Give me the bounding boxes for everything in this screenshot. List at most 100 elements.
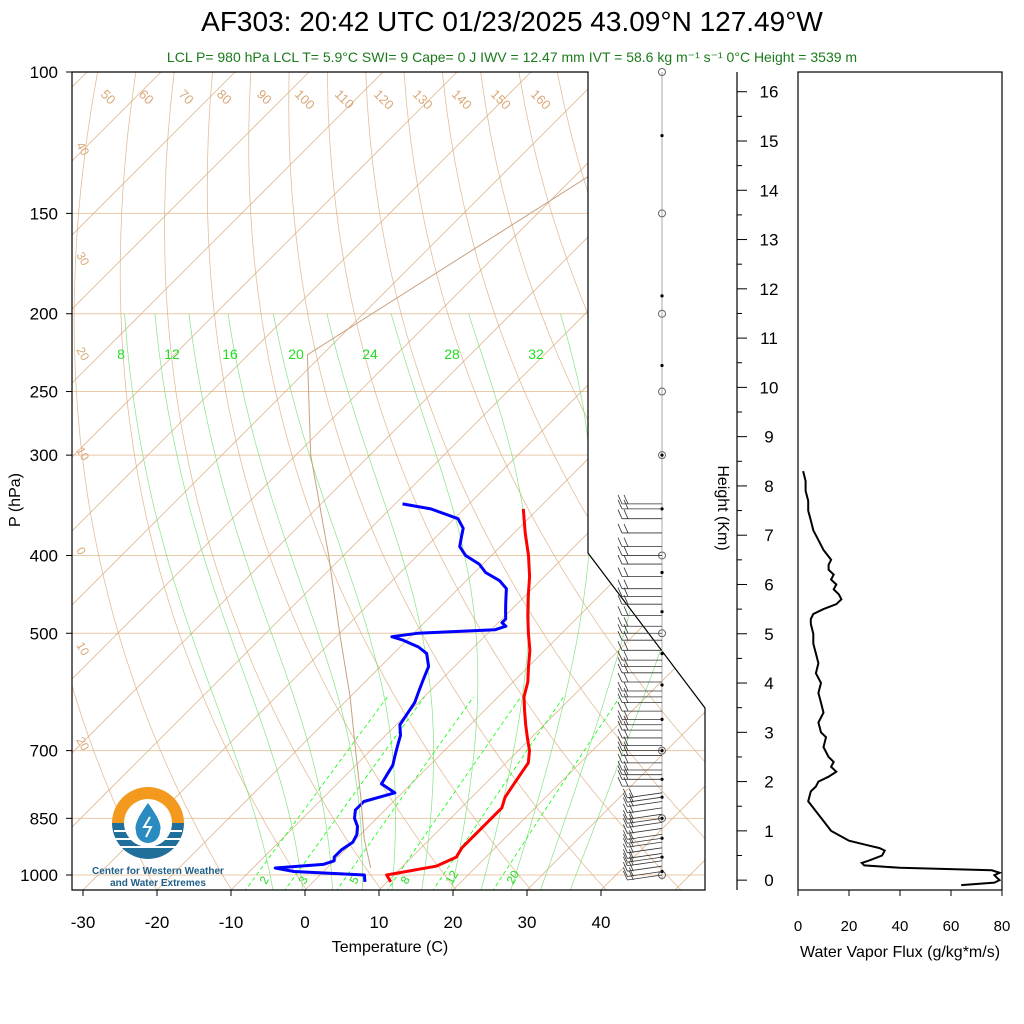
wind-barb-flag xyxy=(623,641,629,651)
wind-barb-flag xyxy=(617,776,623,787)
height-tick-label: 1 xyxy=(764,822,773,841)
theta-label: 160 xyxy=(528,87,554,113)
wind-barb xyxy=(617,641,662,651)
height-tick-label: 13 xyxy=(760,231,779,250)
wind-barb xyxy=(622,843,663,854)
wind-barb-flag xyxy=(623,776,629,787)
moist-adiabat-line xyxy=(326,313,434,890)
dry-adiabat-line xyxy=(633,72,705,890)
wind-barb xyxy=(617,741,662,752)
wind-barb-flag xyxy=(617,567,623,577)
isotherm-line xyxy=(72,72,180,890)
isotherm-label-left: 20 xyxy=(73,735,92,754)
wind-barb-flag xyxy=(622,834,628,844)
isotherm-line xyxy=(72,72,698,890)
height-tick-label: 3 xyxy=(764,723,773,742)
isotherm-line xyxy=(447,72,705,890)
dry-adiabat-line xyxy=(940,72,1024,895)
theta-label: 140 xyxy=(449,87,475,113)
calm-wind-circle xyxy=(658,68,666,76)
logo-drop xyxy=(135,803,161,843)
wind-barb-flag xyxy=(622,856,628,866)
wind-barb-flag xyxy=(622,814,628,824)
wind-barb xyxy=(617,606,662,616)
mixing-ratio-label: 24 xyxy=(362,346,378,362)
wind-barb-flag xyxy=(623,606,629,616)
dry-adiabat-line xyxy=(825,72,1024,895)
wind-barb-flag xyxy=(623,631,629,641)
wind-barb-flag xyxy=(617,710,623,720)
isotherm-line xyxy=(373,72,705,890)
wind-barb-flag xyxy=(623,499,629,510)
wind-barb-flag xyxy=(617,736,623,746)
dry-adiabat-line xyxy=(206,72,461,890)
dry-adiabat-line xyxy=(556,72,705,890)
wind-barb-flag xyxy=(628,810,634,820)
wind-barb-flag xyxy=(617,693,623,703)
height-tick-label: 12 xyxy=(760,280,779,299)
wind-barb-flag xyxy=(623,554,629,565)
wind-barb-flag xyxy=(623,741,629,751)
wind-barb-flag xyxy=(623,657,629,667)
isotherm-line xyxy=(72,72,402,890)
wind-barb-flag xyxy=(617,687,623,698)
wind-barb-flag xyxy=(623,701,629,712)
moist-adiabat-line xyxy=(154,313,304,890)
wind-barb-flag xyxy=(617,753,623,764)
mixing-ratio-line xyxy=(243,696,388,890)
isotherm-line xyxy=(72,72,550,890)
wind-barb-flag xyxy=(622,797,628,807)
mixing-ratio-line xyxy=(385,696,522,890)
isotherm-label: 20 xyxy=(587,253,615,281)
wind-barb-flag xyxy=(623,546,629,556)
wind-barb-flag xyxy=(628,788,634,798)
wind-barb-flag xyxy=(617,657,623,667)
wind-barb-flag xyxy=(628,793,634,803)
wind-barb-flag xyxy=(617,523,623,534)
wind-barb-flag xyxy=(617,663,623,673)
isotherm-line xyxy=(225,72,705,890)
wind-barb-flag xyxy=(617,672,623,683)
wind-barb-flag xyxy=(617,509,623,519)
flux-line xyxy=(802,470,1002,887)
wind-barb-flag xyxy=(617,631,623,641)
wind-barb xyxy=(617,554,662,565)
wind-barb xyxy=(617,650,662,661)
dewpoint-line xyxy=(273,502,508,883)
wind-barb-flag xyxy=(623,650,629,661)
wind-barb-flag xyxy=(617,587,623,597)
moist-adiabat-line xyxy=(390,313,479,890)
wind-barb-flag xyxy=(617,554,623,565)
moist-adiabat-line xyxy=(227,313,363,890)
parcel-line xyxy=(306,72,705,869)
dry-adiabat-line xyxy=(403,72,705,890)
x-tick-label: -30 xyxy=(71,913,96,932)
y-tick-label: 250 xyxy=(30,383,58,402)
wind-barb-flag xyxy=(623,523,629,534)
wind-barb xyxy=(617,567,662,577)
wind-barb-flag xyxy=(617,595,623,605)
dry-adiabat-line xyxy=(787,72,1024,895)
height-axis-label: Height (Km) xyxy=(714,465,731,550)
wind-barb-flag xyxy=(617,746,623,756)
dry-adiabat-line xyxy=(288,72,612,890)
logo-line-1: Center for Western Weather xyxy=(92,866,224,877)
isotherm-line xyxy=(595,72,705,890)
x-tick-label: 0 xyxy=(300,913,309,932)
wind-barb-flag xyxy=(617,546,623,556)
wind-barb xyxy=(617,681,662,692)
flux-x-axis-label: Water Vapor Flux (g/kg*m/s) xyxy=(800,944,1000,961)
wind-barb-flag xyxy=(617,624,623,634)
skewt-profiles xyxy=(273,72,705,883)
height-tick-label: 2 xyxy=(764,773,773,792)
height-tick-label: 9 xyxy=(764,428,773,447)
wind-barb-flag xyxy=(622,788,628,798)
wind-barb xyxy=(617,701,662,712)
wind-barb xyxy=(622,867,663,877)
y-tick-label: 200 xyxy=(30,305,58,324)
x-tick-label: 20 xyxy=(444,913,463,932)
wind-barb xyxy=(617,715,662,726)
dry-adiabat-line xyxy=(902,72,1024,895)
wind-barb xyxy=(617,746,662,756)
